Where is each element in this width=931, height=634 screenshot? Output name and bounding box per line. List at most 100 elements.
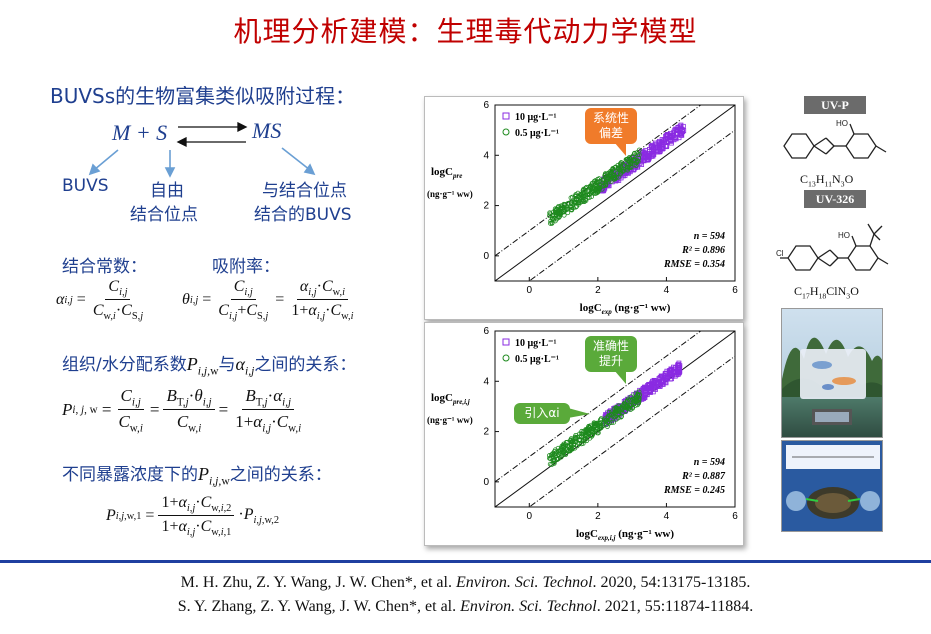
data-point bbox=[649, 142, 655, 148]
data-point bbox=[556, 215, 562, 220]
data-point bbox=[663, 379, 669, 385]
data-point bbox=[563, 452, 569, 457]
data-point bbox=[603, 182, 609, 188]
reference-1-tail: . 2020, 54:13175-13185. bbox=[592, 574, 751, 591]
data-point bbox=[602, 173, 608, 179]
y-axis-label: logCpre bbox=[431, 166, 462, 180]
data-point bbox=[636, 397, 642, 402]
data-point bbox=[548, 218, 554, 224]
data-point bbox=[650, 153, 656, 159]
data-point bbox=[559, 206, 565, 211]
data-point bbox=[595, 425, 601, 431]
data-point bbox=[554, 457, 560, 462]
data-point bbox=[569, 205, 574, 210]
y-tick-label: 0 bbox=[483, 251, 489, 262]
x-tick-label: 6 bbox=[732, 285, 738, 296]
data-point bbox=[665, 374, 670, 380]
data-point bbox=[660, 146, 666, 151]
data-point bbox=[572, 436, 578, 442]
plot-frame bbox=[494, 104, 736, 282]
data-point bbox=[607, 412, 612, 418]
uvp-formula: C13H11N3O bbox=[800, 172, 854, 189]
uvp-oh: HO bbox=[836, 119, 848, 128]
data-point bbox=[647, 149, 653, 154]
data-point bbox=[677, 365, 682, 370]
formula-theta: θ i,j = Ci,j Ci,j+CS,j = αi,j·Cw,i 1+αi,j·C… bbox=[182, 278, 354, 323]
data-point bbox=[591, 420, 597, 426]
uv326-formula: C17H18ClN3O bbox=[794, 284, 859, 301]
data-point bbox=[561, 212, 567, 218]
data-point bbox=[565, 444, 571, 450]
callout-accuracy-line1: 准确性 bbox=[592, 339, 629, 353]
data-point bbox=[554, 456, 559, 462]
data-point bbox=[572, 445, 578, 451]
legend-label: 0.5 μg·L⁻¹ bbox=[515, 354, 559, 365]
legend-marker bbox=[502, 354, 510, 362]
data-point bbox=[664, 133, 669, 139]
data-point bbox=[629, 158, 634, 164]
data-point bbox=[581, 186, 586, 192]
y-axis-unit: (ng·g⁻¹ ww) bbox=[427, 189, 473, 199]
x-tick-label: 0 bbox=[527, 285, 533, 296]
data-point bbox=[597, 178, 603, 184]
exposure-heading-text: 不同暴露浓度下的 bbox=[62, 465, 198, 485]
data-point bbox=[586, 195, 592, 200]
data-point bbox=[547, 211, 553, 217]
data-point bbox=[624, 406, 630, 411]
data-point bbox=[636, 147, 642, 153]
stat-label: n = 594 bbox=[694, 457, 725, 468]
data-point bbox=[626, 161, 631, 167]
uvp-structure: HO bbox=[783, 119, 887, 159]
data-point bbox=[655, 149, 660, 155]
data-point bbox=[632, 162, 638, 167]
label-free-site-1: 自由 bbox=[150, 181, 184, 201]
data-point bbox=[619, 413, 625, 419]
label-bound-2: 结合的BUVS bbox=[254, 205, 352, 225]
data-point bbox=[574, 197, 580, 203]
y-axis-unit: (ng·g⁻¹ ww) bbox=[427, 415, 473, 425]
x-tick-label: 2 bbox=[595, 285, 601, 296]
callout-accuracy-pointer bbox=[614, 370, 626, 384]
data-point bbox=[546, 453, 552, 458]
y-tick-label: 6 bbox=[483, 326, 489, 337]
data-point bbox=[643, 385, 649, 391]
data-point bbox=[639, 395, 645, 401]
data-point bbox=[589, 428, 595, 434]
lower-bound-line bbox=[528, 355, 735, 507]
plot-frame bbox=[494, 330, 736, 508]
scatter-plot-bottom-svg: 0 2 4 6 0 2 4 6 10 μg·L⁻¹ 0.5 μg·L⁻¹ n = 594 R² = 0… bbox=[427, 326, 738, 542]
callout-accuracy-line2: 提升 bbox=[598, 354, 623, 368]
data-point bbox=[611, 419, 617, 425]
stat-label: n = 594 bbox=[694, 231, 725, 242]
field-photo-illustration bbox=[782, 309, 882, 437]
data-point bbox=[561, 449, 566, 454]
data-point bbox=[612, 414, 618, 420]
data-point bbox=[593, 179, 599, 185]
partition-heading-tail: 之间的关系： bbox=[254, 355, 357, 375]
data-point bbox=[549, 451, 555, 457]
stat-label: R² = 0.887 bbox=[681, 471, 726, 482]
callout-accuracy: 准确性 提升 bbox=[585, 336, 637, 372]
model-diagram-photo bbox=[781, 440, 883, 532]
data-point bbox=[613, 405, 619, 410]
data-point bbox=[551, 460, 557, 466]
x-tick-label: 6 bbox=[732, 511, 738, 522]
data-point bbox=[563, 443, 569, 449]
legend-label: 10 μg·L⁻¹ bbox=[515, 338, 556, 349]
data-point bbox=[576, 434, 582, 440]
identity-line bbox=[495, 105, 735, 281]
legend-label: 10 μg·L⁻¹ bbox=[515, 112, 556, 123]
data-point bbox=[568, 195, 574, 201]
upper-bound-line bbox=[495, 331, 702, 483]
data-point bbox=[591, 178, 597, 184]
data-point bbox=[569, 439, 574, 445]
stat-label: R² = 0.896 bbox=[681, 245, 725, 256]
x-tick-label: 4 bbox=[664, 511, 670, 522]
reference-2-tail: . 2021, 55:11874-11884. bbox=[596, 598, 754, 615]
data-point bbox=[626, 159, 632, 165]
uv326-oh: HO bbox=[838, 231, 850, 240]
formula-alpha: α i,j = Ci,j Cw,i·CS,j bbox=[56, 278, 144, 323]
adsorption-rate-label: 吸附率： bbox=[212, 257, 280, 277]
x-tick-label: 4 bbox=[664, 285, 670, 296]
